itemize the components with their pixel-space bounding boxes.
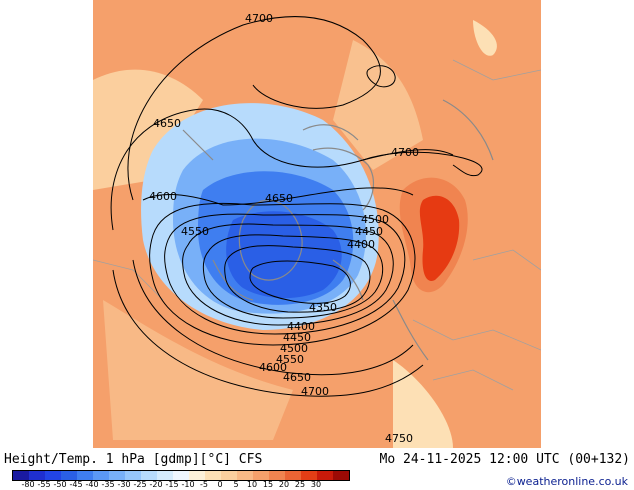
- color-scale-label: 10: [246, 480, 258, 489]
- color-scale-label: -35: [101, 480, 115, 489]
- color-scale-swatch: [157, 471, 173, 480]
- contour-labels: 4700 4650 4700 4600 4650 4550 4500 4450 …: [149, 12, 419, 445]
- light-patch: [393, 360, 453, 448]
- color-scale-label: -55: [37, 480, 51, 489]
- height-contours: [110, 16, 483, 397]
- footer: Height/Temp. 1 hPa [gdmp][°C] CFS Mo 24-…: [0, 448, 634, 490]
- color-scale-label: -80: [21, 480, 35, 489]
- color-scale-swatch: [205, 471, 221, 480]
- color-scale-label: 5: [233, 480, 239, 489]
- color-scale-swatch: [77, 471, 93, 480]
- color-scale-label: -15: [165, 480, 179, 489]
- color-scale-swatch: [221, 471, 237, 480]
- contour-label: 4700: [245, 12, 273, 25]
- color-scale-swatch: [301, 471, 317, 480]
- contour-label: 4550: [181, 225, 209, 238]
- contour-label: 4500: [280, 342, 308, 355]
- color-scale-swatch: [333, 471, 349, 480]
- color-scale-swatch: [13, 471, 29, 480]
- credit-link[interactable]: ©weatheronline.co.uk: [505, 475, 628, 488]
- color-scale-swatch: [173, 471, 189, 480]
- light-patch: [103, 300, 293, 440]
- color-scale-swatch: [29, 471, 45, 480]
- contour-label: 4450: [283, 331, 311, 344]
- color-scale-swatch: [269, 471, 285, 480]
- color-scale-swatch: [93, 471, 109, 480]
- contour-label: 4700: [391, 146, 419, 159]
- color-scale-label: -5: [200, 480, 208, 489]
- color-scale-label: 0: [217, 480, 223, 489]
- color-scale-swatch: [109, 471, 125, 480]
- color-scale-label: -40: [85, 480, 99, 489]
- color-scale-label: -45: [69, 480, 83, 489]
- contour-label: 4650: [265, 192, 293, 205]
- color-scale-label: -25: [133, 480, 147, 489]
- borders: [93, 59, 541, 391]
- light-patch: [473, 20, 497, 56]
- map-title: Height/Temp. 1 hPa [gdmp][°C] CFS: [4, 452, 263, 467]
- contour-label: 4600: [149, 190, 177, 203]
- color-scale-label: -50: [53, 480, 67, 489]
- color-scale-swatch: [61, 471, 77, 480]
- weather-map: 4700 4650 4700 4600 4650 4550 4500 4450 …: [93, 0, 541, 448]
- color-scale-swatch: [317, 471, 333, 480]
- coastlines: [182, 99, 494, 361]
- valid-time: Mo 24-11-2025 12:00 UTC (00+132): [379, 452, 630, 467]
- hot-core: [419, 195, 460, 281]
- contour-label: 4750: [385, 432, 413, 445]
- color-scale-label: 20: [278, 480, 290, 489]
- map-canvas: 4700 4650 4700 4600 4650 4550 4500 4450 …: [93, 0, 541, 448]
- color-scale-label: -10: [181, 480, 195, 489]
- color-scale-swatch: [189, 471, 205, 480]
- contour-label: 4400: [287, 320, 315, 333]
- contour-label: 4650: [153, 117, 181, 130]
- color-scale: [12, 470, 350, 481]
- color-scale-swatch: [253, 471, 269, 480]
- color-scale-label: -30: [117, 480, 131, 489]
- light-patch: [93, 69, 203, 190]
- color-scale-swatch: [285, 471, 301, 480]
- contour-label: 4350: [309, 301, 337, 314]
- contour-label: 4600: [259, 361, 287, 374]
- color-scale-swatch: [45, 471, 61, 480]
- contour-label: 4650: [283, 371, 311, 384]
- color-scale-label: 15: [262, 480, 274, 489]
- color-scale-label: -20: [149, 480, 163, 489]
- color-scale-swatch: [141, 471, 157, 480]
- contour-label: 4450: [355, 225, 383, 238]
- contour-label: 4500: [361, 213, 389, 226]
- color-scale-swatch: [237, 471, 253, 480]
- color-scale-swatch: [125, 471, 141, 480]
- color-scale-label: 30: [310, 480, 322, 489]
- color-scale-label: 25: [294, 480, 306, 489]
- contour-label: 4700: [301, 385, 329, 398]
- contour-label: 4550: [276, 353, 304, 366]
- contour-label: 4400: [347, 238, 375, 251]
